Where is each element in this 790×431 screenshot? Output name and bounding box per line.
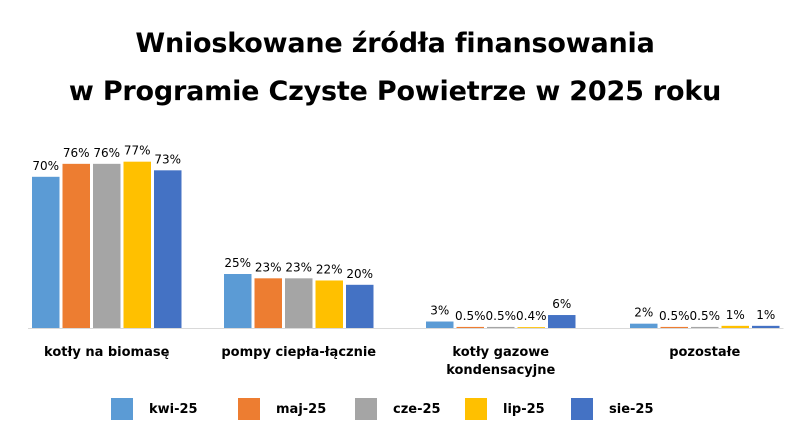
bar bbox=[487, 326, 515, 328]
legend-item: sie-25 bbox=[571, 397, 654, 421]
category-label: kondensacyjne bbox=[446, 363, 555, 378]
bar bbox=[346, 284, 374, 328]
legend-label: kwi-25 bbox=[149, 401, 198, 417]
chart-title-line-1: Wnioskowane źródła finansowania bbox=[135, 28, 655, 59]
legend-swatch bbox=[111, 398, 133, 420]
chart-title-line-2: w Programie Czyste Powietrze w 2025 roku bbox=[68, 76, 722, 107]
bar bbox=[285, 278, 313, 328]
data-label: 0.5% bbox=[659, 309, 690, 323]
chart-legend: kwi-25 maj-25 cze-25 lip-25 sie-25 bbox=[0, 397, 790, 421]
bar bbox=[517, 327, 545, 328]
legend-swatch bbox=[238, 398, 260, 420]
data-label: 20% bbox=[346, 267, 373, 281]
chart-title: Wnioskowane źródła finansowania w Progra… bbox=[0, 20, 790, 116]
data-label: 23% bbox=[285, 260, 312, 274]
data-label: 76% bbox=[63, 146, 90, 160]
data-label: 2% bbox=[634, 306, 653, 320]
legend-label: maj-25 bbox=[276, 401, 327, 417]
bar bbox=[426, 321, 454, 328]
data-label: 0.5% bbox=[455, 309, 486, 323]
bar bbox=[32, 176, 60, 328]
bar bbox=[224, 274, 252, 328]
data-label: 6% bbox=[552, 297, 571, 311]
bar bbox=[691, 326, 719, 328]
bar bbox=[254, 278, 282, 328]
bar bbox=[154, 170, 182, 328]
legend-item: maj-25 bbox=[238, 397, 326, 421]
legend-item: lip-25 bbox=[465, 397, 545, 421]
data-label: 1% bbox=[726, 308, 745, 322]
legend-item: kwi-25 bbox=[111, 397, 198, 421]
legend-swatch bbox=[355, 398, 377, 420]
category-label: pompy ciepła-łącznie bbox=[221, 345, 376, 360]
data-label: 77% bbox=[124, 144, 151, 158]
legend-label: sie-25 bbox=[609, 401, 654, 417]
category-label: kotły na biomasę bbox=[44, 345, 170, 360]
data-label: 22% bbox=[316, 262, 343, 276]
data-label: 73% bbox=[154, 152, 181, 166]
data-label: 70% bbox=[32, 159, 59, 173]
data-label: 25% bbox=[224, 256, 251, 270]
bar bbox=[630, 323, 658, 328]
legend-label: lip-25 bbox=[503, 401, 545, 417]
data-label: 0.4% bbox=[516, 309, 547, 323]
data-label: 23% bbox=[255, 260, 282, 274]
bar bbox=[660, 326, 688, 328]
legend-swatch bbox=[465, 398, 487, 420]
legend-swatch bbox=[571, 398, 593, 420]
legend-item: cze-25 bbox=[355, 397, 441, 421]
data-label: 0.5% bbox=[486, 309, 517, 323]
category-label: kotły gazowe bbox=[452, 345, 549, 360]
data-label: 3% bbox=[430, 304, 449, 318]
data-label: 1% bbox=[756, 308, 775, 322]
bar bbox=[123, 161, 151, 328]
data-label: 76% bbox=[93, 146, 120, 160]
category-label: pozostałe bbox=[669, 345, 740, 360]
bar bbox=[93, 163, 121, 328]
bar bbox=[315, 280, 343, 328]
bar bbox=[456, 326, 484, 328]
bar bbox=[721, 325, 749, 328]
bar bbox=[548, 315, 576, 328]
bar bbox=[62, 163, 90, 328]
data-label: 0.5% bbox=[690, 309, 721, 323]
legend-label: cze-25 bbox=[393, 401, 441, 417]
bar bbox=[752, 325, 780, 328]
